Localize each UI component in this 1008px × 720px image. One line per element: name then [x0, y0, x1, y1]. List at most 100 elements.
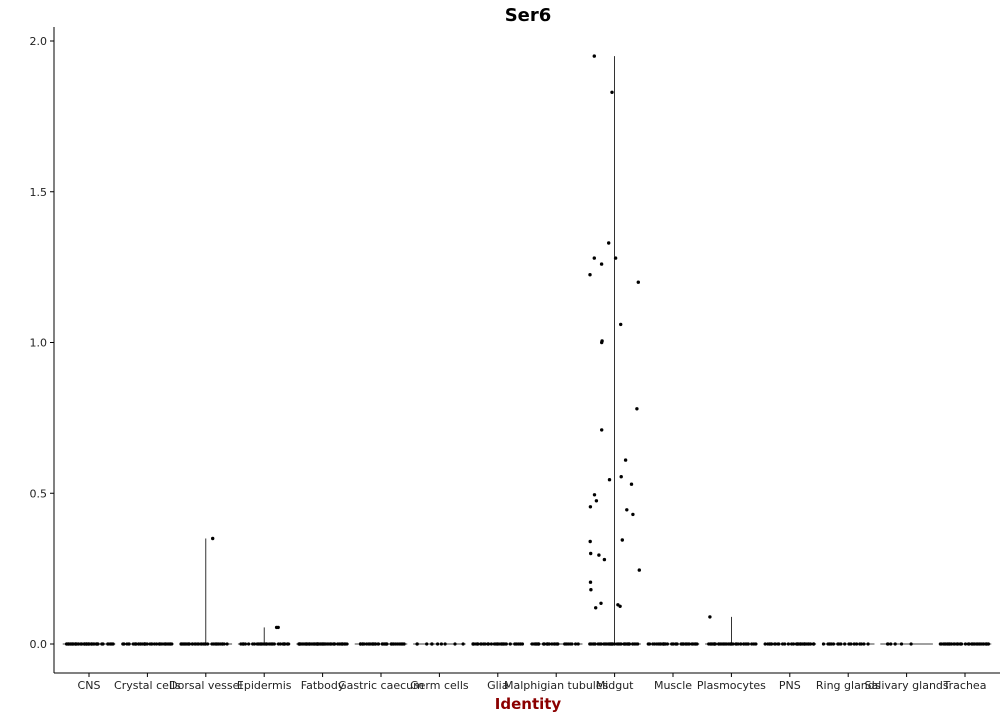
- data-point: [486, 642, 489, 645]
- data-point: [453, 642, 456, 645]
- data-point: [597, 642, 600, 645]
- y-tick-label: 0.0: [30, 638, 48, 651]
- x-tick-label: Trachea: [943, 679, 987, 692]
- data-point: [894, 642, 897, 645]
- data-point: [953, 642, 956, 645]
- data-point: [860, 642, 863, 645]
- data-point: [367, 642, 370, 645]
- data-point: [946, 642, 949, 645]
- data-point: [708, 615, 711, 618]
- data-point: [589, 581, 592, 584]
- data-point: [619, 323, 622, 326]
- data-point: [853, 642, 856, 645]
- data-point: [65, 642, 68, 645]
- data-point: [553, 642, 556, 645]
- data-point: [286, 642, 289, 645]
- data-point: [501, 642, 504, 645]
- data-point: [170, 642, 173, 645]
- data-point: [211, 537, 214, 540]
- data-point: [480, 642, 483, 645]
- data-point: [593, 54, 596, 57]
- data-point: [277, 626, 280, 629]
- data-point: [843, 642, 846, 645]
- data-point: [185, 642, 188, 645]
- data-point: [695, 642, 698, 645]
- data-point: [270, 642, 273, 645]
- y-tick-label: 1.5: [30, 186, 48, 199]
- data-point: [569, 642, 572, 645]
- data-point: [628, 642, 631, 645]
- chart-title: Ser6: [505, 5, 552, 26]
- data-point: [809, 642, 812, 645]
- data-point: [215, 642, 218, 645]
- data-point: [717, 642, 720, 645]
- data-point: [574, 642, 577, 645]
- data-point: [630, 483, 633, 486]
- data-point: [637, 281, 640, 284]
- data-point: [321, 642, 324, 645]
- data-point: [631, 642, 634, 645]
- x-tick-label: Plasmocytes: [697, 679, 766, 692]
- data-point: [790, 642, 793, 645]
- data-point: [777, 642, 780, 645]
- data-point: [985, 642, 988, 645]
- data-point: [95, 642, 98, 645]
- x-tick-label: Malphigian tubules: [504, 679, 609, 692]
- data-point: [283, 642, 286, 645]
- data-point: [100, 642, 103, 645]
- data-point: [509, 642, 512, 645]
- data-point: [589, 505, 592, 508]
- data-point: [490, 642, 493, 645]
- data-point: [621, 538, 624, 541]
- data-point: [610, 91, 613, 94]
- data-point: [191, 642, 194, 645]
- data-point: [608, 478, 611, 481]
- data-point: [886, 642, 889, 645]
- data-point: [317, 642, 320, 645]
- data-point: [787, 642, 790, 645]
- data-point: [399, 642, 402, 645]
- data-point: [589, 588, 592, 591]
- data-point: [747, 642, 750, 645]
- data-point: [372, 642, 375, 645]
- data-point: [308, 642, 311, 645]
- data-point: [910, 642, 913, 645]
- data-point: [392, 642, 395, 645]
- data-point: [959, 642, 962, 645]
- data-point: [976, 642, 979, 645]
- data-point: [589, 540, 592, 543]
- data-point: [385, 642, 388, 645]
- data-point: [828, 642, 831, 645]
- data-point: [430, 642, 433, 645]
- data-point: [600, 341, 603, 344]
- violins: [63, 56, 992, 644]
- data-point: [127, 642, 130, 645]
- data-point: [333, 642, 336, 645]
- data-point: [750, 642, 753, 645]
- data-point: [725, 642, 728, 645]
- y-tick-label: 2.0: [30, 35, 48, 48]
- data-point: [589, 642, 592, 645]
- data-point: [327, 642, 330, 645]
- data-point: [594, 606, 597, 609]
- data-point: [638, 568, 641, 571]
- data-point: [340, 642, 343, 645]
- data-point: [600, 428, 603, 431]
- data-point: [729, 642, 732, 645]
- data-point: [623, 642, 626, 645]
- data-point: [624, 458, 627, 461]
- data-point: [981, 642, 984, 645]
- data-point: [514, 642, 517, 645]
- data-point: [964, 642, 967, 645]
- data-point: [620, 475, 623, 478]
- x-tick-label: Dorsal vessel: [169, 679, 242, 692]
- data-point: [589, 552, 592, 555]
- data-point: [597, 553, 600, 556]
- data-points: [65, 54, 990, 645]
- data-point: [180, 642, 183, 645]
- data-point: [444, 642, 447, 645]
- data-point: [712, 642, 715, 645]
- data-point: [635, 407, 638, 410]
